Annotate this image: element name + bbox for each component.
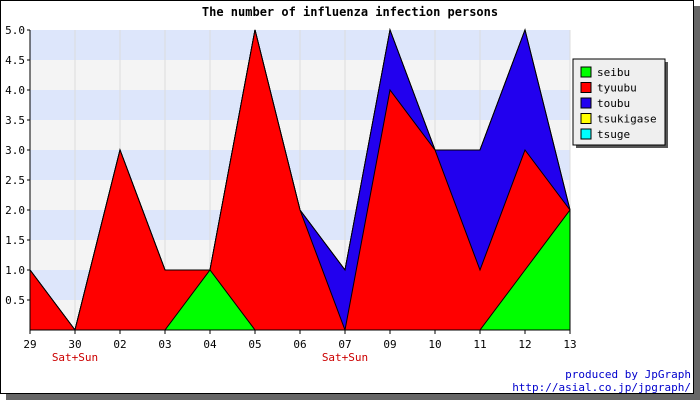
footer-url[interactable]: http://asial.co.jp/jpgraph/ [512,381,691,394]
area-tyuubu [29,29,571,332]
x-tick-label: 09 [383,338,396,351]
y-tick-label: 3.0 [5,144,25,157]
y-tick-label: 1.5 [5,234,25,247]
y-tick-label: 2.5 [5,174,25,187]
y-tick-label: 0.5 [5,294,25,307]
footer-credit: produced by JpGraph [565,368,691,381]
chart-title: The number of influenza infection person… [202,5,498,19]
x-tick-label: 06 [293,338,306,351]
legend-swatch-tyuubu [580,82,592,93]
x-tick-label: 13 [563,338,576,351]
weekend-label: Sat+Sun [322,351,368,364]
x-tick-label: 07 [338,338,351,351]
legend-swatch-tsukigase [580,113,592,124]
x-tick-label: 10 [428,338,441,351]
y-tick-label: 3.5 [5,114,25,127]
legend-swatch-seibu [580,66,592,78]
legend-label-toubu: toubu [597,97,630,110]
legend-label-tyuubu: tyuubu [597,82,637,95]
x-axis-ticks: 29 30 02 03 04 05 06 07 09 10 11 12 13 Sat+Sun Sat+Sun [23,330,577,364]
legend: seibu tyuubu toubu tsukigase tsuge [572,58,668,148]
weekend-label: Sat+Sun [52,351,98,364]
y-tick-label: 2.0 [5,204,25,217]
x-tick-label: 11 [473,338,486,351]
legend-label-seibu: seibu [597,66,630,79]
y-tick-label: 5.0 [5,24,25,37]
legend-label-tsuge: tsuge [597,128,630,141]
x-tick-label: 03 [158,338,171,351]
x-tick-label: 12 [518,338,531,351]
frame-shadow [694,6,700,400]
x-tick-label: 30 [68,338,81,351]
x-tick-label: 05 [248,338,261,351]
x-tick-label: 02 [113,338,126,351]
legend-swatch-tsuge [580,128,592,140]
legend-swatch-toubu [580,97,592,109]
frame-shadow [6,394,700,400]
y-tick-label: 4.5 [5,54,25,67]
y-axis-ticks: 0.5 1.0 1.5 2.0 2.5 3.0 3.5 4.0 4.5 5.0 [5,24,30,307]
y-tick-label: 4.0 [5,84,25,97]
x-tick-label: 29 [23,338,36,351]
y-tick-label: 1.0 [5,264,25,277]
legend-label-tsukigase: tsukigase [597,113,657,126]
x-tick-label: 04 [203,338,217,351]
